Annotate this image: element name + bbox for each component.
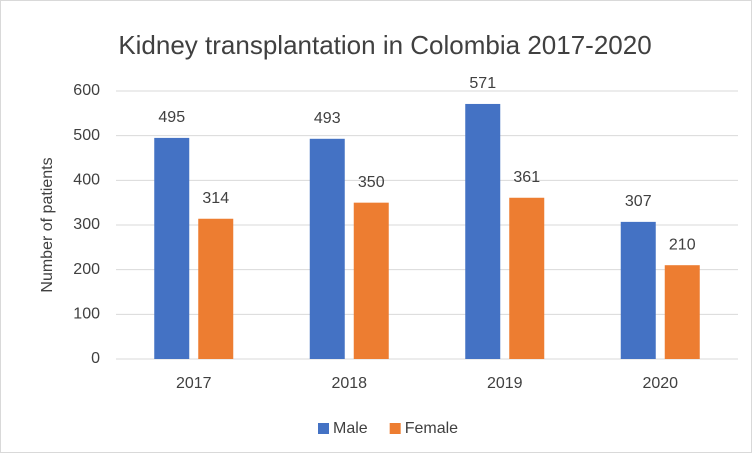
data-label: 493 bbox=[314, 110, 341, 127]
data-label: 361 bbox=[513, 169, 540, 186]
data-label: 571 bbox=[469, 75, 496, 92]
data-label: 350 bbox=[358, 174, 385, 191]
y-tick-label: 0 bbox=[91, 350, 100, 367]
y-tick-label: 400 bbox=[73, 172, 100, 189]
x-tick-label: 2019 bbox=[487, 375, 523, 392]
legend-swatch bbox=[318, 423, 329, 434]
data-label: 210 bbox=[669, 236, 696, 253]
data-label: 314 bbox=[202, 190, 229, 207]
bar bbox=[198, 218, 234, 359]
bar bbox=[664, 265, 700, 359]
data-label: 495 bbox=[158, 109, 185, 126]
y-tick-label: 100 bbox=[73, 306, 100, 323]
legend-label: Female bbox=[405, 420, 458, 437]
bar bbox=[353, 202, 389, 359]
bar bbox=[154, 137, 190, 359]
y-tick-label: 500 bbox=[73, 127, 100, 144]
data-label: 307 bbox=[625, 193, 652, 210]
chart-title: Kidney transplantation in Colombia 2017-… bbox=[118, 30, 651, 60]
x-tick-label: 2018 bbox=[331, 375, 367, 392]
y-tick-label: 600 bbox=[73, 82, 100, 99]
bar bbox=[620, 221, 656, 359]
legend-label: Male bbox=[333, 420, 368, 437]
y-tick-label: 300 bbox=[73, 216, 100, 233]
x-tick-label: 2017 bbox=[176, 375, 212, 392]
bar bbox=[509, 197, 545, 359]
y-tick-label: 200 bbox=[73, 261, 100, 278]
legend-swatch bbox=[389, 423, 401, 434]
bar bbox=[465, 103, 501, 359]
y-axis-label: Number of patients bbox=[39, 157, 56, 292]
bar bbox=[309, 138, 345, 359]
x-tick-label: 2020 bbox=[642, 375, 678, 392]
